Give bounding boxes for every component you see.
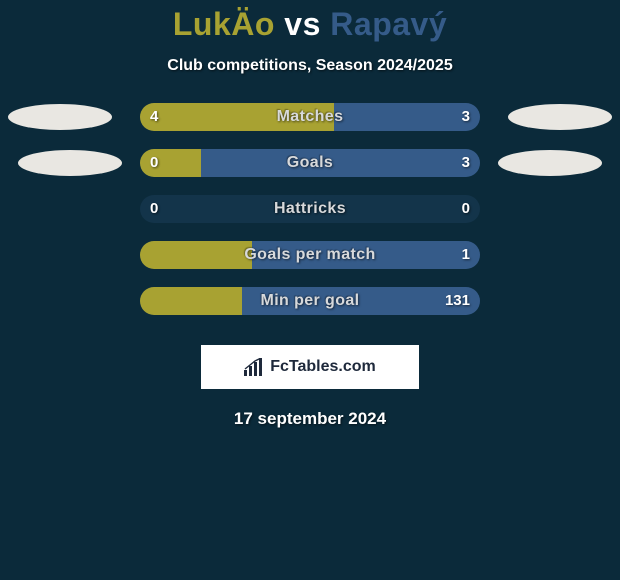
stat-left-value: 0	[150, 195, 158, 223]
bar-right	[201, 149, 480, 177]
player2-name: Rapavý	[330, 6, 447, 42]
title-block: LukÄo vs Rapavý Club competitions, Seaso…	[167, 6, 452, 75]
stats-arena: 4 3 Matches 0 3 Goals 0 0 Hattricks	[0, 103, 620, 333]
bar-right	[252, 241, 480, 269]
stat-row: 4 3 Matches	[0, 103, 620, 131]
bar-right	[334, 103, 480, 131]
page-title: LukÄo vs Rapavý	[167, 6, 452, 43]
bar-track	[140, 195, 480, 223]
stat-row: 0 0 Hattricks	[0, 195, 620, 223]
player1-name: LukÄo	[173, 6, 275, 42]
stat-right-value: 0	[462, 195, 470, 223]
bar-left	[140, 103, 334, 131]
stat-right-value: 1	[462, 241, 470, 269]
subtitle: Club competitions, Season 2024/2025	[167, 57, 452, 75]
stat-right-value: 3	[462, 149, 470, 177]
bar-track	[140, 149, 480, 177]
stat-left-value: 0	[150, 149, 158, 177]
source-logo-text: FcTables.com	[270, 358, 376, 376]
bar-left	[140, 241, 252, 269]
title-vs: vs	[284, 6, 321, 42]
bar-track	[140, 241, 480, 269]
stat-row: 1 Goals per match	[0, 241, 620, 269]
bar-track	[140, 287, 480, 315]
source-logo: FcTables.com	[201, 345, 419, 389]
bar-chart-icon	[244, 358, 266, 376]
stat-right-value: 3	[462, 103, 470, 131]
comparison-card: LukÄo vs Rapavý Club competitions, Seaso…	[0, 0, 620, 580]
stat-left-value: 4	[150, 103, 158, 131]
snapshot-date: 17 september 2024	[234, 409, 386, 429]
bar-left	[140, 287, 242, 315]
stat-row: 0 3 Goals	[0, 149, 620, 177]
bar-track	[140, 103, 480, 131]
stat-right-value: 131	[445, 287, 470, 315]
stat-row: 131 Min per goal	[0, 287, 620, 315]
